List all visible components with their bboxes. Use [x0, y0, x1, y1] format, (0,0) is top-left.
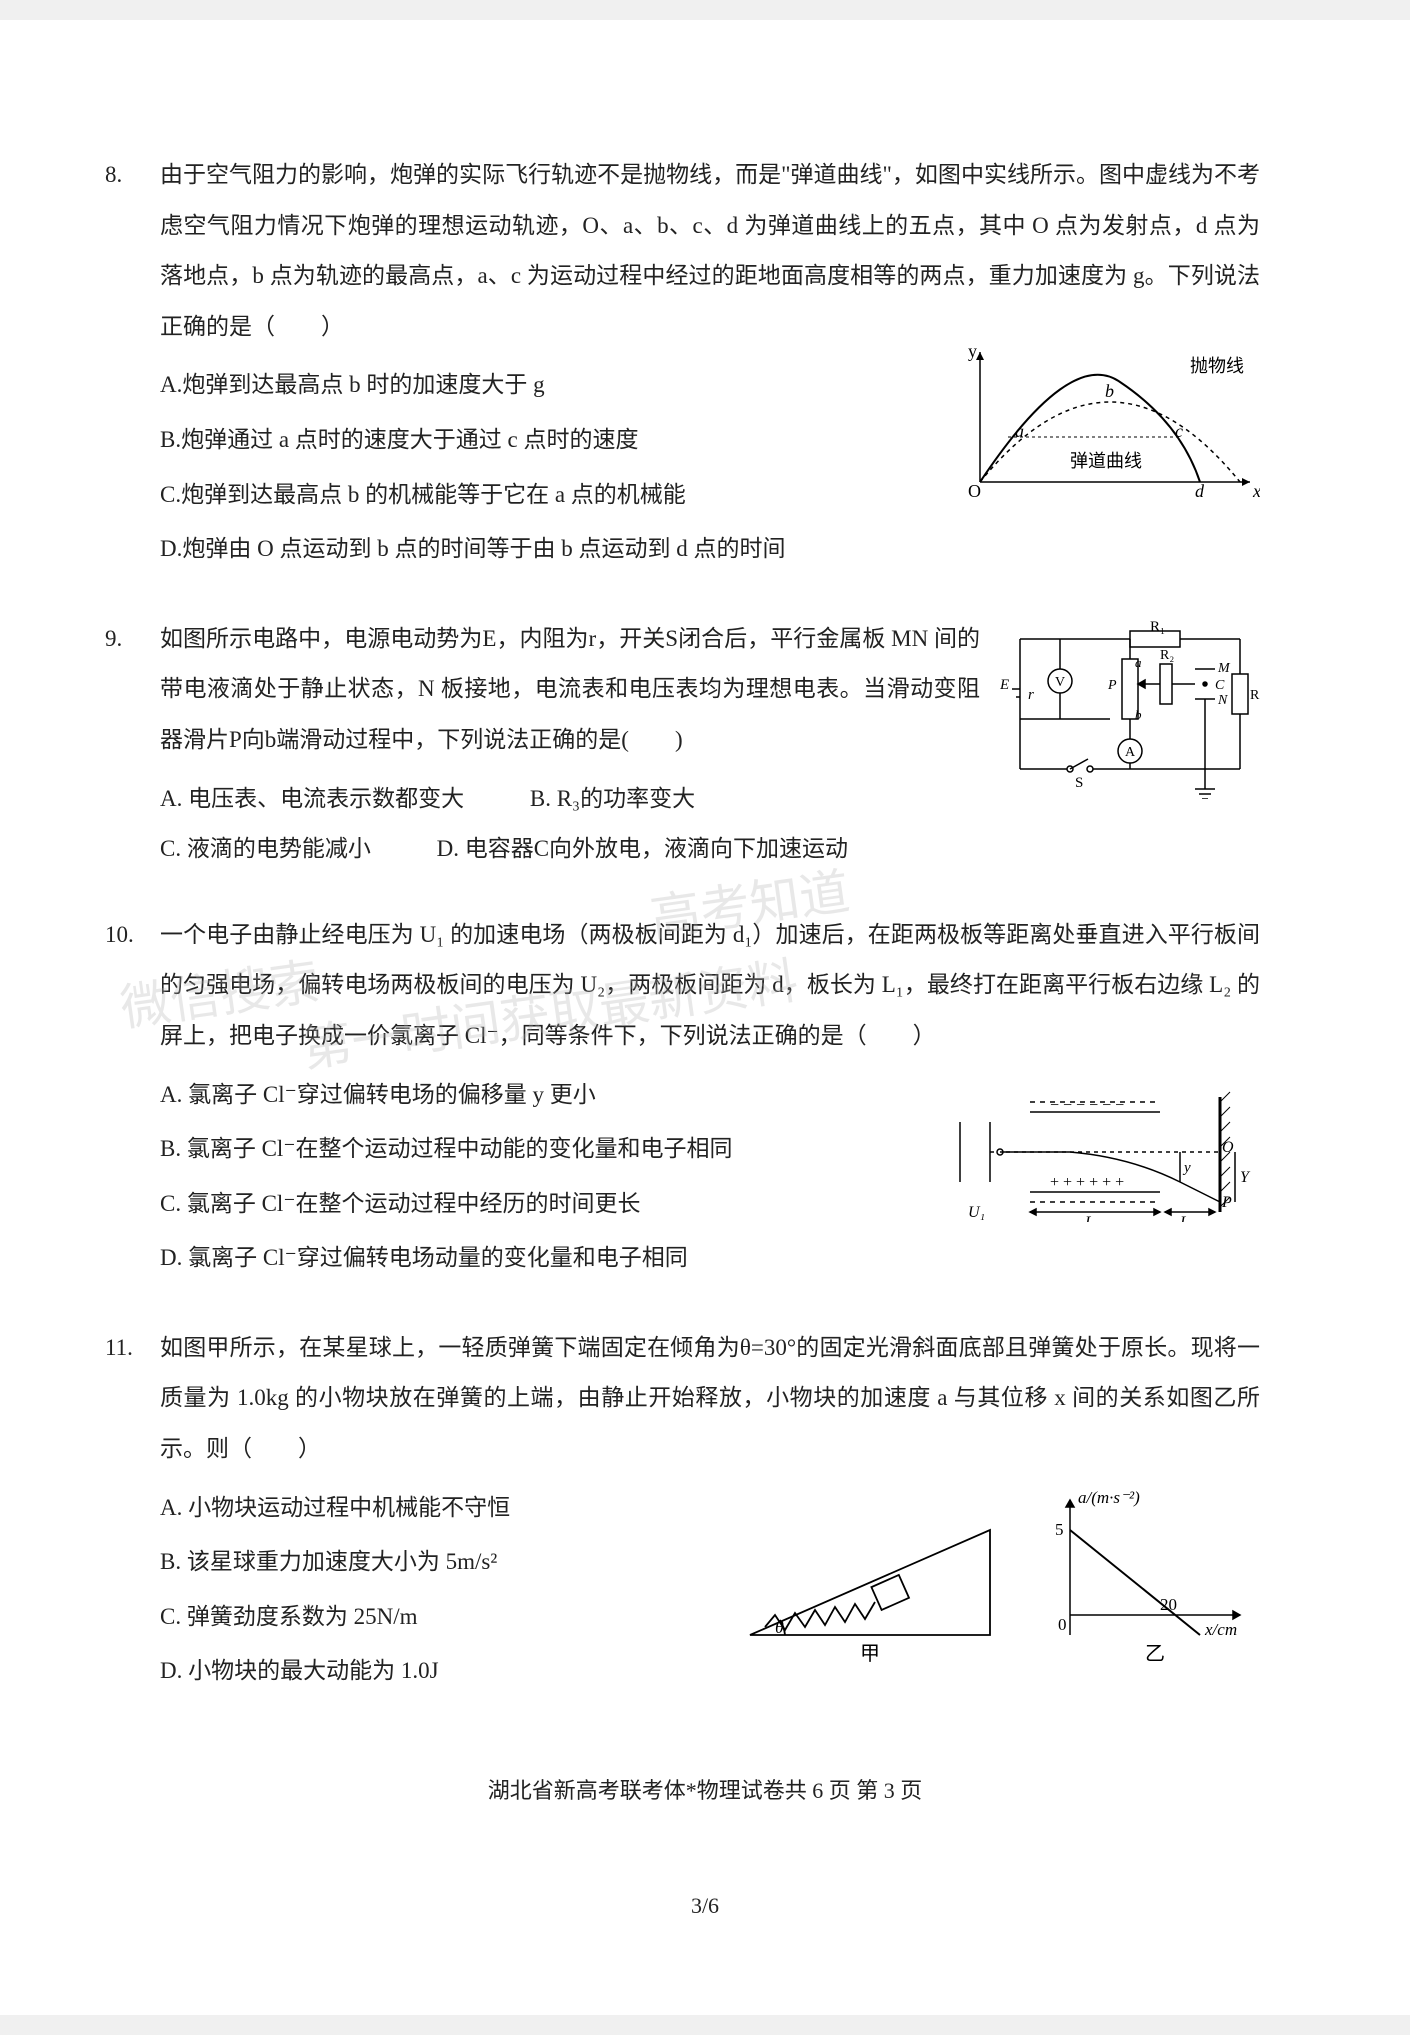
q8-svg: O y x a b c d 抛物线 弹道曲线	[960, 342, 1260, 502]
q9-opt-a: A. 电压表、电流表示数都变大	[160, 774, 464, 825]
question-9: 9.	[150, 614, 1260, 875]
q9-label-m: M	[1217, 661, 1231, 676]
q10-p: P	[1221, 1194, 1232, 1211]
q10-body: 一个电子由静止经电压为 U₁ 的加速电场（两极板间距为 d₁）加速后，在距两极板…	[160, 910, 1260, 1288]
q9-label-ra: a	[1135, 655, 1142, 670]
q11-body: 如图甲所示，在某星球上，一轻质弹簧下端固定在倾角为θ=30°的固定光滑斜面底部且…	[160, 1323, 1260, 1701]
q10-l2: L₂	[1179, 1214, 1195, 1222]
q8-opt-d: D.炮弹由 O 点运动到 b 点的时间等于由 b 点运动到 d 点的时间	[160, 524, 1260, 575]
q10-number: 10.	[105, 910, 134, 961]
q8-number: 8.	[105, 150, 122, 201]
q8-label-traj: 弹道曲线	[1070, 451, 1142, 471]
q8-label-a: a	[1015, 421, 1024, 441]
q9-figure: R₁ V A E r S P a b R₂ M N C R₃	[1000, 619, 1260, 818]
question-11: 11. 如图甲所示，在某星球上，一轻质弹簧下端固定在倾角为θ=30°的固定光滑斜…	[150, 1323, 1260, 1701]
q10-figure: + + + + + + − − − − − − U₁ L₁ L₂ y O P Y	[950, 1082, 1260, 1241]
q11-stem: 如图甲所示，在某星球上，一轻质弹簧下端固定在倾角为θ=30°的固定光滑斜面底部且…	[160, 1323, 1260, 1475]
q8-label-x: x	[1252, 481, 1260, 501]
q11-origin: 0	[1058, 1615, 1067, 1634]
q10-y: y	[1182, 1160, 1191, 1176]
question-8: 8. 由于空气阻力的影响，炮弹的实际飞行轨迹不是抛物线，而是"弹道曲线"，如图中…	[150, 150, 1260, 579]
q8-figure: O y x a b c d 抛物线 弹道曲线	[960, 342, 1260, 521]
q10-minus: − − − − − −	[1050, 1097, 1124, 1114]
q11-ytick: 5	[1055, 1520, 1064, 1539]
q8-label-d: d	[1195, 481, 1205, 501]
q10-svg: + + + + + + − − − − − − U₁ L₁ L₂ y O P Y	[950, 1082, 1260, 1222]
q9-label-r1: R₁	[1150, 619, 1165, 635]
q9-label-r3: R₃	[1250, 688, 1260, 703]
page-number: 3/6	[0, 1882, 1410, 1930]
q8-label-y: y	[968, 342, 977, 361]
q11-xtick: 20	[1160, 1595, 1177, 1614]
q10-u1: U₁	[968, 1204, 985, 1221]
q9-opt-b: B. R₃的功率变大	[530, 774, 695, 825]
page-footer: 湖北省新高考联考体*物理试卷共 6 页 第 3 页	[0, 1767, 1410, 1815]
q9-opt-d: D. 电容器C向外放电，液滴向下加速运动	[437, 824, 848, 875]
q11-xlabel: x/cm	[1204, 1620, 1237, 1639]
q10-Y: Y	[1240, 1169, 1251, 1186]
q11-incline-svg: θ 甲	[730, 1505, 1010, 1665]
q9-number: 9.	[105, 614, 122, 665]
q8-label-O: O	[968, 481, 981, 501]
q9-label-v: V	[1055, 675, 1065, 690]
q9-label-s: S	[1075, 775, 1083, 791]
q9-label-p: P	[1107, 678, 1117, 693]
q11-graph-svg: a/(m·s⁻²) x/cm 5 20 0 乙	[1040, 1485, 1260, 1665]
q9-body: R₁ V A E r S P a b R₂ M N C R₃ 如图所示电路中，电…	[160, 614, 1260, 875]
q9-svg: R₁ V A E r S P a b R₂ M N C R₃	[1000, 619, 1260, 799]
q9-label-n: N	[1217, 693, 1228, 708]
q9-opt-c: C. 液滴的电势能减小	[160, 824, 371, 875]
q9-label-c: C	[1215, 678, 1225, 693]
q11-caption-right: 乙	[1145, 1643, 1165, 1665]
q8-body: 由于空气阻力的影响，炮弹的实际飞行轨迹不是抛物线，而是"弹道曲线"，如图中实线所…	[160, 150, 1260, 579]
q10-plus: + + + + + +	[1050, 1174, 1124, 1191]
q10-o: O	[1222, 1139, 1234, 1156]
q11-number: 11.	[105, 1323, 133, 1374]
q11-figures: θ 甲 a/(m·s⁻²) x/cm 5 20	[730, 1485, 1260, 1665]
question-10: 10. 一个电子由静止经电压为 U₁ 的加速电场（两极板间距为 d₁）加速后，在…	[150, 910, 1260, 1288]
q8-label-parabola: 抛物线	[1190, 356, 1244, 376]
q10-opt-d: D. 氯离子 Cl⁻穿过偏转电场动量的变化量和电子相同	[160, 1233, 1260, 1284]
q10-stem: 一个电子由静止经电压为 U₁ 的加速电场（两极板间距为 d₁）加速后，在距两极板…	[160, 910, 1260, 1062]
q9-label-r: r	[1028, 687, 1034, 703]
q9-label-a: A	[1125, 745, 1136, 760]
q8-stem: 由于空气阻力的影响，炮弹的实际飞行轨迹不是抛物线，而是"弹道曲线"，如图中实线所…	[160, 150, 1260, 352]
q9-label-r2: R₂	[1160, 648, 1174, 663]
q11-ylabel: a/(m·s⁻²)	[1078, 1488, 1140, 1507]
q8-label-b: b	[1105, 381, 1114, 401]
q8-label-c: c	[1175, 421, 1183, 441]
q11-caption-left: 甲	[860, 1643, 880, 1665]
page-container: 8. 由于空气阻力的影响，炮弹的实际飞行轨迹不是抛物线，而是"弹道曲线"，如图中…	[0, 20, 1410, 2015]
q9-label-rb: b	[1135, 707, 1142, 722]
q11-theta: θ	[775, 1617, 784, 1637]
q10-l1: L₁	[1084, 1214, 1099, 1222]
q9-label-e: E	[1000, 677, 1009, 693]
